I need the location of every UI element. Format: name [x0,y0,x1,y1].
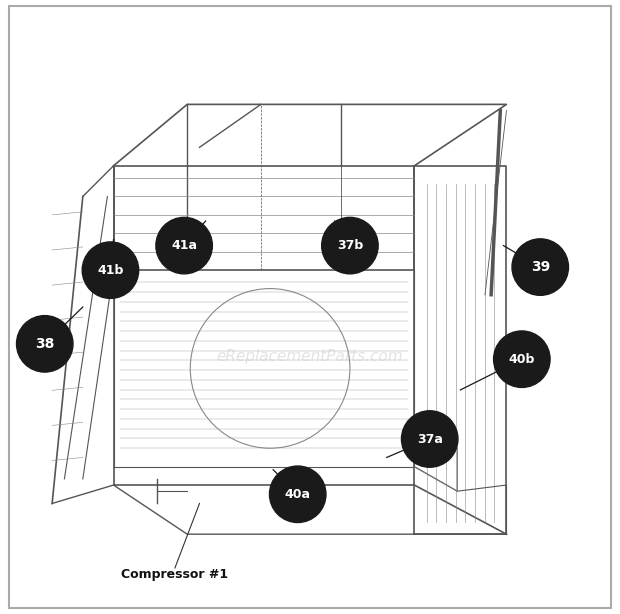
Circle shape [402,411,458,467]
Circle shape [322,217,378,274]
Circle shape [17,316,73,372]
Text: Compressor #1: Compressor #1 [122,567,229,581]
Text: 37b: 37b [337,239,363,252]
Circle shape [156,217,213,274]
Text: 39: 39 [531,260,550,274]
Circle shape [82,242,139,298]
Circle shape [270,466,326,523]
Circle shape [512,239,569,295]
Text: 38: 38 [35,337,55,351]
Circle shape [494,331,550,387]
Text: 41b: 41b [97,263,123,277]
Text: 41a: 41a [171,239,197,252]
Text: 37a: 37a [417,432,443,446]
Text: 40b: 40b [508,352,535,366]
Text: eReplacementParts.com: eReplacementParts.com [216,349,404,363]
Text: 40a: 40a [285,488,311,501]
